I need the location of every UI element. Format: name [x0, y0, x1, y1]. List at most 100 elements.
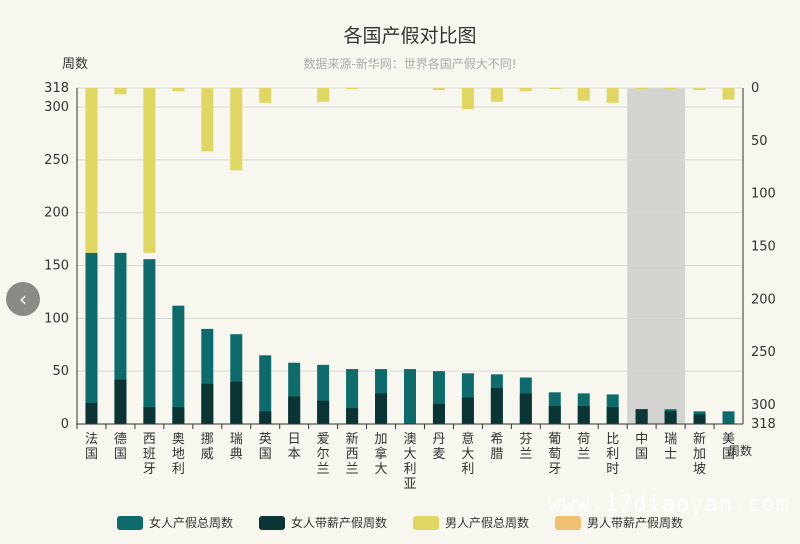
y2-tick-label: 318 [751, 417, 776, 432]
bar-male-total [693, 88, 706, 91]
x-tick-label: 中国 [635, 432, 648, 462]
bar-male-total [519, 88, 532, 92]
bar-female-paid [346, 408, 359, 424]
bar-female-paid [230, 381, 243, 424]
y2-tick-label: 200 [751, 292, 776, 307]
y-tick-label: 300 [44, 100, 69, 115]
bar-male-total [230, 88, 243, 171]
bar-male-total [317, 88, 330, 102]
bar-male-total [722, 88, 735, 100]
bars [85, 88, 735, 424]
y-tick-label: 250 [44, 153, 69, 168]
y-tick-label: 200 [44, 206, 69, 221]
legend: 女人产假总周数 女人带薪产假周数 男人产假总周数 男人带薪产假周数 [0, 514, 800, 531]
legend-swatch [116, 515, 143, 530]
bar-female-paid [317, 400, 330, 424]
bar-female-paid [201, 383, 214, 424]
bar-female-total [143, 259, 156, 424]
bar-male-total [432, 88, 445, 91]
bar-female-total [404, 369, 416, 424]
x-tick-label: 意大利 [461, 431, 474, 477]
x-tick-label: 奥地利 [172, 432, 185, 477]
bar-female-paid [606, 407, 619, 424]
bar-female-paid [519, 393, 532, 424]
x-tick-label: 瑞典 [230, 432, 243, 462]
bar-female-paid [375, 393, 388, 424]
x-tick-label: 葡萄牙 [548, 432, 561, 477]
y-tick-label: 100 [44, 311, 69, 326]
legend-item[interactable]: 女人带薪产假周数 [258, 514, 387, 531]
bar-female-paid [548, 406, 561, 424]
legend-item[interactable]: 女人产假总周数 [116, 514, 233, 531]
x-tick-label: 比利时 [606, 432, 619, 477]
watermark: www.17diaoyan.com [547, 492, 790, 517]
bar-male-total [490, 88, 503, 102]
grid [77, 87, 743, 425]
bar-female-total [722, 411, 735, 424]
y-tick-label: 50 [52, 364, 69, 379]
x-tick-label: 日本 [288, 432, 301, 462]
bar-female-paid [432, 403, 445, 424]
bar-male-total [143, 88, 156, 253]
bar-male-total [664, 88, 677, 90]
y2-tick-label: 100 [751, 187, 776, 202]
bar-female-paid [635, 409, 648, 424]
bar-male-total [201, 88, 214, 152]
x-tick-label: 芬兰 [519, 432, 532, 462]
y-tick-label: 150 [44, 259, 69, 274]
bar-female-total [259, 355, 272, 424]
bar-male-total [548, 88, 561, 90]
y2-tick-label: 250 [751, 345, 776, 360]
x-tick-label: 德国 [114, 432, 127, 462]
bar-male-total [259, 88, 272, 103]
bar-female-paid [693, 414, 706, 424]
legend-swatch [258, 515, 285, 530]
bar-female-paid [664, 411, 677, 424]
legend-swatch [555, 515, 582, 530]
highlight-band [627, 88, 686, 424]
x-tick-label: 加拿大 [375, 432, 388, 477]
x-tick-label: 澳大利亚 [403, 431, 416, 492]
bar-female-total [85, 252, 98, 424]
bar-female-paid [577, 406, 590, 424]
y2-tick-label: 50 [751, 134, 768, 149]
bar-female-paid [172, 407, 185, 424]
x-tick-label: 新加坡 [693, 431, 706, 477]
y-axis-label: 周数 [62, 57, 88, 72]
legend-label: 男人产假总周数 [445, 516, 530, 530]
chart-subtitle: 数据来源-新华网：世界各国产假大不同! [303, 56, 516, 71]
legend-item[interactable]: 男人带薪产假周数 [555, 514, 683, 531]
bar-female-paid [490, 388, 503, 424]
bar-male-total [635, 88, 648, 90]
bar-male-total [606, 88, 619, 103]
bar-male-total [461, 88, 474, 110]
y-tick-label: 0 [61, 417, 69, 432]
x-tick-label: 爱尔兰 [317, 432, 330, 477]
y-tick-label: 318 [44, 81, 69, 96]
prev-slide-button[interactable]: ‹ [6, 282, 40, 316]
y2-tick-label: 0 [751, 81, 759, 96]
x-tick-label: 西班牙 [143, 432, 156, 477]
x-tick-label: 法国 [85, 432, 98, 462]
y2-tick-label: 150 [751, 239, 776, 254]
bar-male-total [172, 88, 185, 92]
chevron-left-icon: ‹ [19, 287, 27, 311]
legend-item[interactable]: 男人产假总周数 [413, 514, 529, 531]
bar-female-paid [461, 397, 474, 424]
bar-female-paid [143, 407, 156, 424]
x-tick-label: 瑞士 [664, 432, 677, 462]
x-tick-label: 新西兰 [346, 431, 359, 477]
bar-female-paid [85, 402, 98, 424]
y2-tick-label: 300 [751, 398, 776, 413]
chart-title: 各国产假对比图 [343, 25, 476, 47]
x-tick-label: 荷兰 [577, 432, 590, 462]
x-tick-label: 希腊 [490, 432, 503, 462]
legend-label: 男人带薪产假周数 [587, 516, 684, 530]
legend-label: 女人产假总周数 [148, 516, 233, 530]
bar-female-paid [288, 396, 301, 424]
x-tick-label: 丹麦 [432, 432, 445, 462]
bar-male-total [577, 88, 590, 101]
bar-male-total [346, 88, 359, 90]
legend-swatch [413, 515, 439, 530]
